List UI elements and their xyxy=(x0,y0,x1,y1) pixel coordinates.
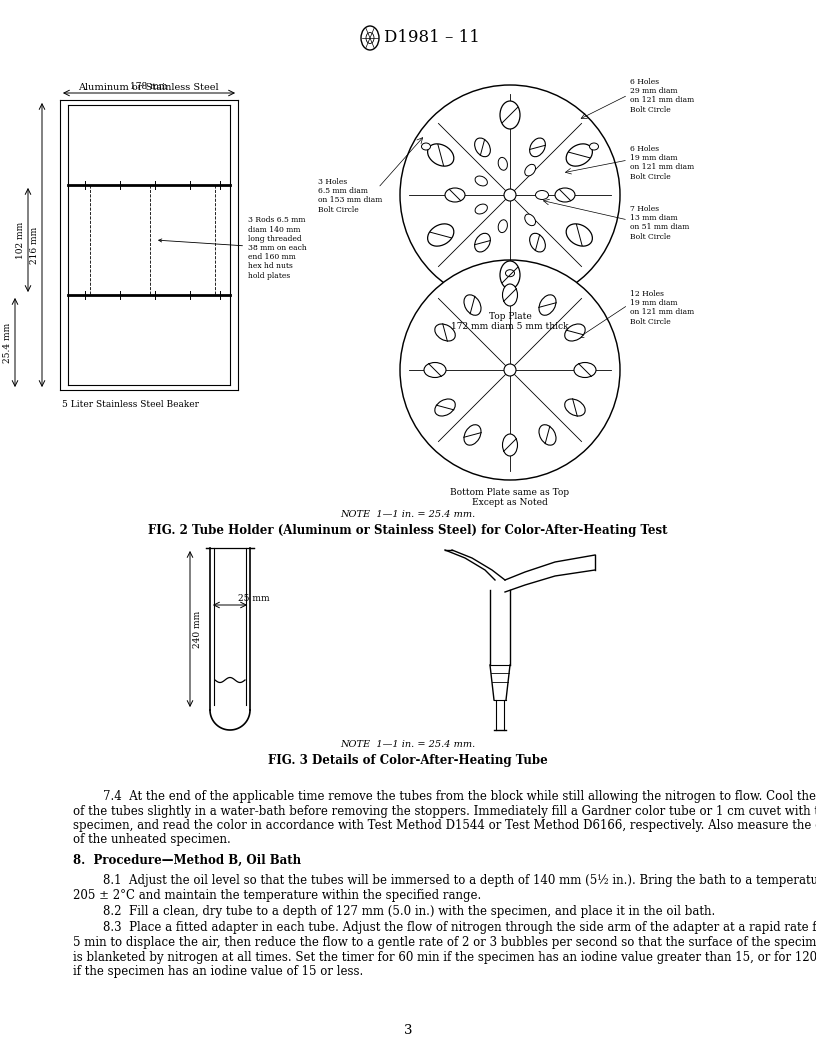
Ellipse shape xyxy=(503,284,517,306)
Text: NOTE  1—1 in. = 25.4 mm.: NOTE 1—1 in. = 25.4 mm. xyxy=(340,740,476,749)
Text: 25.4 mm: 25.4 mm xyxy=(3,322,12,362)
Text: 3 Holes
6.5 mm diam
on 153 mm diam
Bolt Circle: 3 Holes 6.5 mm diam on 153 mm diam Bolt … xyxy=(318,178,383,213)
Circle shape xyxy=(504,189,516,201)
Text: 5 min to displace the air, then reduce the flow to a gentle rate of 2 or 3 bubbl: 5 min to displace the air, then reduce t… xyxy=(73,936,816,949)
Ellipse shape xyxy=(539,295,556,316)
Circle shape xyxy=(400,260,620,480)
Text: FIG. 2 Tube Holder (Aluminum or Stainless Steel) for Color-After-Heating Test: FIG. 2 Tube Holder (Aluminum or Stainles… xyxy=(149,524,667,538)
Text: 5 Liter Stainless Steel Beaker: 5 Liter Stainless Steel Beaker xyxy=(62,400,199,409)
Text: specimen, and read the color in accordance with Test Method D1544 or Test Method: specimen, and read the color in accordan… xyxy=(73,819,816,832)
Text: Bottom Plate same as Top
Except as Noted: Bottom Plate same as Top Except as Noted xyxy=(450,488,570,507)
Ellipse shape xyxy=(566,144,592,166)
Circle shape xyxy=(504,364,516,376)
Text: 102 mm: 102 mm xyxy=(16,222,25,259)
Ellipse shape xyxy=(428,224,454,246)
Ellipse shape xyxy=(500,101,520,129)
Text: 8.1  Adjust the oil level so that the tubes will be immersed to a depth of 140 m: 8.1 Adjust the oil level so that the tub… xyxy=(103,874,816,887)
Text: 6 Holes
29 mm diam
on 121 mm diam
Bolt Circle: 6 Holes 29 mm diam on 121 mm diam Bolt C… xyxy=(630,78,694,114)
Text: is blanketed by nitrogen at all times. Set the timer for 60 min if the specimen : is blanketed by nitrogen at all times. S… xyxy=(73,950,816,963)
Text: of the tubes slightly in a water-bath before removing the stoppers. Immediately : of the tubes slightly in a water-bath be… xyxy=(73,805,816,817)
Text: 12 Holes
19 mm diam
on 121 mm diam
Bolt Circle: 12 Holes 19 mm diam on 121 mm diam Bolt … xyxy=(630,290,694,325)
Text: if the specimen has an iodine value of 15 or less.: if the specimen has an iodine value of 1… xyxy=(73,965,363,978)
Ellipse shape xyxy=(530,138,545,156)
Text: 7 Holes
13 mm diam
on 51 mm diam
Bolt Circle: 7 Holes 13 mm diam on 51 mm diam Bolt Ci… xyxy=(630,205,690,241)
Text: 216 mm: 216 mm xyxy=(30,226,39,264)
Ellipse shape xyxy=(499,220,508,232)
Ellipse shape xyxy=(475,204,487,214)
Ellipse shape xyxy=(428,144,454,166)
Ellipse shape xyxy=(565,324,585,341)
Ellipse shape xyxy=(424,362,446,377)
Ellipse shape xyxy=(503,434,517,456)
Text: D1981 – 11: D1981 – 11 xyxy=(384,30,480,46)
Ellipse shape xyxy=(500,261,520,289)
Text: 240 mm: 240 mm xyxy=(193,610,202,647)
Text: 178 mm: 178 mm xyxy=(131,82,167,91)
Ellipse shape xyxy=(565,399,585,416)
Ellipse shape xyxy=(475,233,490,252)
Ellipse shape xyxy=(566,224,592,246)
Text: 6 Holes
19 mm diam
on 121 mm diam
Bolt Circle: 6 Holes 19 mm diam on 121 mm diam Bolt C… xyxy=(630,145,694,181)
Ellipse shape xyxy=(435,324,455,341)
Ellipse shape xyxy=(435,399,455,416)
Ellipse shape xyxy=(445,188,465,202)
Ellipse shape xyxy=(422,143,431,150)
Ellipse shape xyxy=(525,214,535,226)
Ellipse shape xyxy=(574,362,596,377)
Ellipse shape xyxy=(535,190,548,200)
Text: 8.3  Place a fitted adapter in each tube. Adjust the flow of nitrogen through th: 8.3 Place a fitted adapter in each tube.… xyxy=(103,922,816,935)
Ellipse shape xyxy=(499,157,508,170)
Ellipse shape xyxy=(505,288,515,296)
Text: 205 ± 2°C and maintain the temperature within the specified range.: 205 ± 2°C and maintain the temperature w… xyxy=(73,888,481,902)
Ellipse shape xyxy=(505,269,515,277)
Ellipse shape xyxy=(475,176,487,186)
Ellipse shape xyxy=(539,425,556,446)
Text: NOTE  1—1 in. = 25.4 mm.: NOTE 1—1 in. = 25.4 mm. xyxy=(340,510,476,518)
Text: 7.4  At the end of the applicable time remove the tubes from the block while sti: 7.4 At the end of the applicable time re… xyxy=(103,790,816,803)
Ellipse shape xyxy=(589,143,598,150)
Ellipse shape xyxy=(475,138,490,156)
Text: 3: 3 xyxy=(404,1023,412,1037)
Ellipse shape xyxy=(530,233,545,252)
Text: 3 Rods 6.5 mm
diam 140 mm
long threaded
38 mm on each
end 160 mm
hex hd nuts
hol: 3 Rods 6.5 mm diam 140 mm long threaded … xyxy=(158,216,307,280)
Ellipse shape xyxy=(525,165,535,176)
Text: 8.  Procedure—Method B, Oil Bath: 8. Procedure—Method B, Oil Bath xyxy=(73,853,301,867)
Ellipse shape xyxy=(464,425,481,446)
Text: Top Plate
172 mm diam 5 mm thick: Top Plate 172 mm diam 5 mm thick xyxy=(451,312,569,332)
Circle shape xyxy=(400,84,620,305)
Text: 25 mm: 25 mm xyxy=(238,593,269,603)
Text: FIG. 3 Details of Color-After-Heating Tube: FIG. 3 Details of Color-After-Heating Tu… xyxy=(268,754,548,767)
Ellipse shape xyxy=(464,295,481,316)
Text: of the unheated specimen.: of the unheated specimen. xyxy=(73,833,231,847)
Text: 8.2  Fill a clean, dry tube to a depth of 127 mm (5.0 in.) with the specimen, an: 8.2 Fill a clean, dry tube to a depth of… xyxy=(103,905,716,918)
Ellipse shape xyxy=(555,188,575,202)
Text: Aluminum or Stainless Steel: Aluminum or Stainless Steel xyxy=(78,83,219,93)
